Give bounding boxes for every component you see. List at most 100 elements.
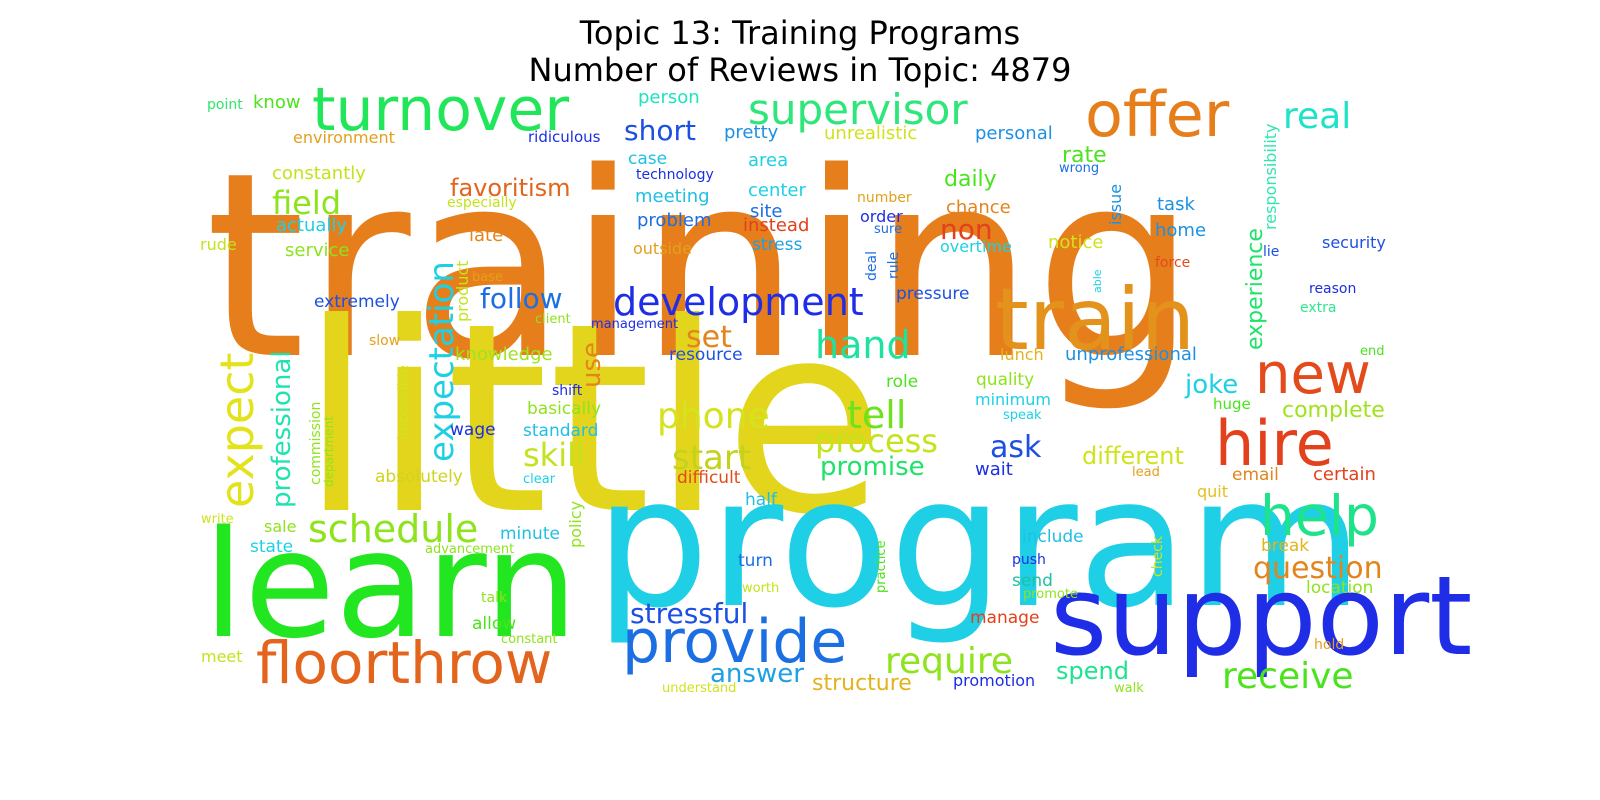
word-follow: follow: [480, 282, 563, 315]
chart-title: Topic 13: Training Programs: [579, 14, 1021, 52]
word-center: center: [748, 180, 807, 201]
word-experience: experience: [1243, 228, 1268, 350]
word-skill: skill: [523, 436, 585, 474]
word-receive: receive: [1222, 656, 1354, 697]
word-difficult: difficult: [677, 468, 741, 488]
word-check: check: [1150, 535, 1166, 577]
word-personal: personal: [975, 123, 1053, 144]
word-know: know: [253, 92, 301, 113]
word-learn: learn: [203, 499, 578, 671]
word-floorthrow: floorthrow: [256, 629, 552, 697]
word-meeting: meeting: [635, 186, 710, 207]
word-professional: professional: [267, 350, 297, 508]
word-wait: wait: [975, 459, 1013, 480]
word-lunch: lunch: [1000, 345, 1044, 364]
word-new: new: [1255, 342, 1371, 407]
word-supervisor: supervisor: [748, 85, 968, 134]
word-understand: understand: [662, 681, 736, 696]
word-training: training: [205, 118, 1197, 416]
word-huge: huge: [1213, 395, 1251, 413]
word-meet: meet: [201, 647, 243, 666]
word-tell: tell: [847, 393, 906, 437]
word-set: set: [686, 320, 732, 355]
word-schedule: schedule: [308, 507, 478, 551]
word-talk: talk: [481, 590, 508, 606]
word-force: force: [1155, 255, 1190, 271]
word-responsibility: responsibility: [1261, 123, 1280, 230]
word-walk: walk: [1114, 681, 1144, 696]
word-deal: deal: [864, 251, 880, 281]
word-unprofessional: unprofessional: [1065, 344, 1197, 365]
word-late: late: [469, 225, 503, 246]
word-question: question: [1253, 551, 1383, 586]
word-support: support: [1050, 552, 1472, 680]
word-lead: lead: [1132, 465, 1160, 480]
word-problem: problem: [637, 210, 711, 231]
chart-subtitle: Number of Reviews in Topic: 4879: [528, 51, 1072, 89]
word-instead: instead: [743, 215, 809, 236]
word-rate: rate: [1062, 143, 1107, 168]
word-expectation: expectation: [422, 261, 462, 462]
word-turnover: turnover: [312, 75, 569, 145]
word-pretty: pretty: [724, 122, 779, 143]
word-allow: allow: [472, 614, 516, 634]
word-ask: ask: [990, 430, 1042, 465]
word-overtime: overtime: [940, 237, 1012, 256]
word-basically: basically: [527, 399, 601, 419]
word-quality: quality: [976, 370, 1034, 390]
word-process: process: [815, 422, 938, 460]
word-different: different: [1082, 442, 1184, 470]
word-rule: rule: [886, 252, 902, 279]
word-pressure: pressure: [896, 284, 969, 304]
word-area: area: [748, 150, 788, 171]
word-non: non: [940, 213, 993, 246]
word-constantly: constantly: [272, 163, 366, 184]
word-location: location: [1306, 578, 1373, 598]
word-phone: phone: [657, 396, 770, 437]
word-write: write: [201, 512, 234, 527]
word-outside: outside: [633, 239, 692, 258]
word-actually: actually: [276, 215, 347, 236]
word-issue: issue: [1106, 184, 1125, 225]
word-email: email: [1232, 465, 1279, 485]
word-technology: technology: [636, 167, 714, 183]
word-answer: answer: [710, 659, 804, 689]
word-state: state: [250, 537, 293, 557]
word-start: start: [672, 438, 751, 478]
word-stress: stress: [752, 235, 802, 255]
word-notice: notice: [1048, 232, 1103, 253]
word-daily: daily: [944, 167, 997, 192]
word-send: send: [1012, 571, 1053, 591]
word-point: point: [207, 97, 243, 113]
word-include: include: [1022, 527, 1084, 547]
word-knowledge: knowledge: [455, 344, 553, 365]
word-development: development: [613, 280, 864, 324]
word-person: person: [638, 87, 700, 108]
word-advancement: advancement: [425, 542, 514, 557]
word-wrong: wrong: [1059, 161, 1099, 176]
word-field: field: [272, 184, 341, 222]
word-half: half: [745, 490, 778, 510]
word-lie: lie: [1263, 244, 1279, 260]
word-home: home: [1155, 220, 1206, 241]
word-offer: offer: [1085, 78, 1230, 151]
word-stressful: stressful: [630, 597, 748, 630]
word-chance: chance: [946, 197, 1011, 218]
word-structure: structure: [812, 671, 912, 696]
word-order: order: [860, 207, 903, 226]
word-hire: hire: [1215, 407, 1334, 480]
word-clear: clear: [523, 472, 556, 487]
word-favoritism: favoritism: [450, 174, 571, 202]
word-security: security: [1322, 233, 1386, 252]
word-worth: worth: [742, 581, 779, 596]
word-environment: environment: [293, 128, 395, 147]
word-minimum: minimum: [975, 390, 1051, 409]
word-service: service: [285, 240, 349, 261]
word-provide: provide: [622, 607, 847, 677]
word-commission: commission: [308, 402, 324, 485]
word-quit: quit: [1197, 482, 1228, 501]
word-case: case: [628, 149, 667, 169]
word-hand: hand: [815, 323, 911, 367]
word-little: little: [300, 267, 885, 572]
word-role: role: [886, 372, 918, 392]
